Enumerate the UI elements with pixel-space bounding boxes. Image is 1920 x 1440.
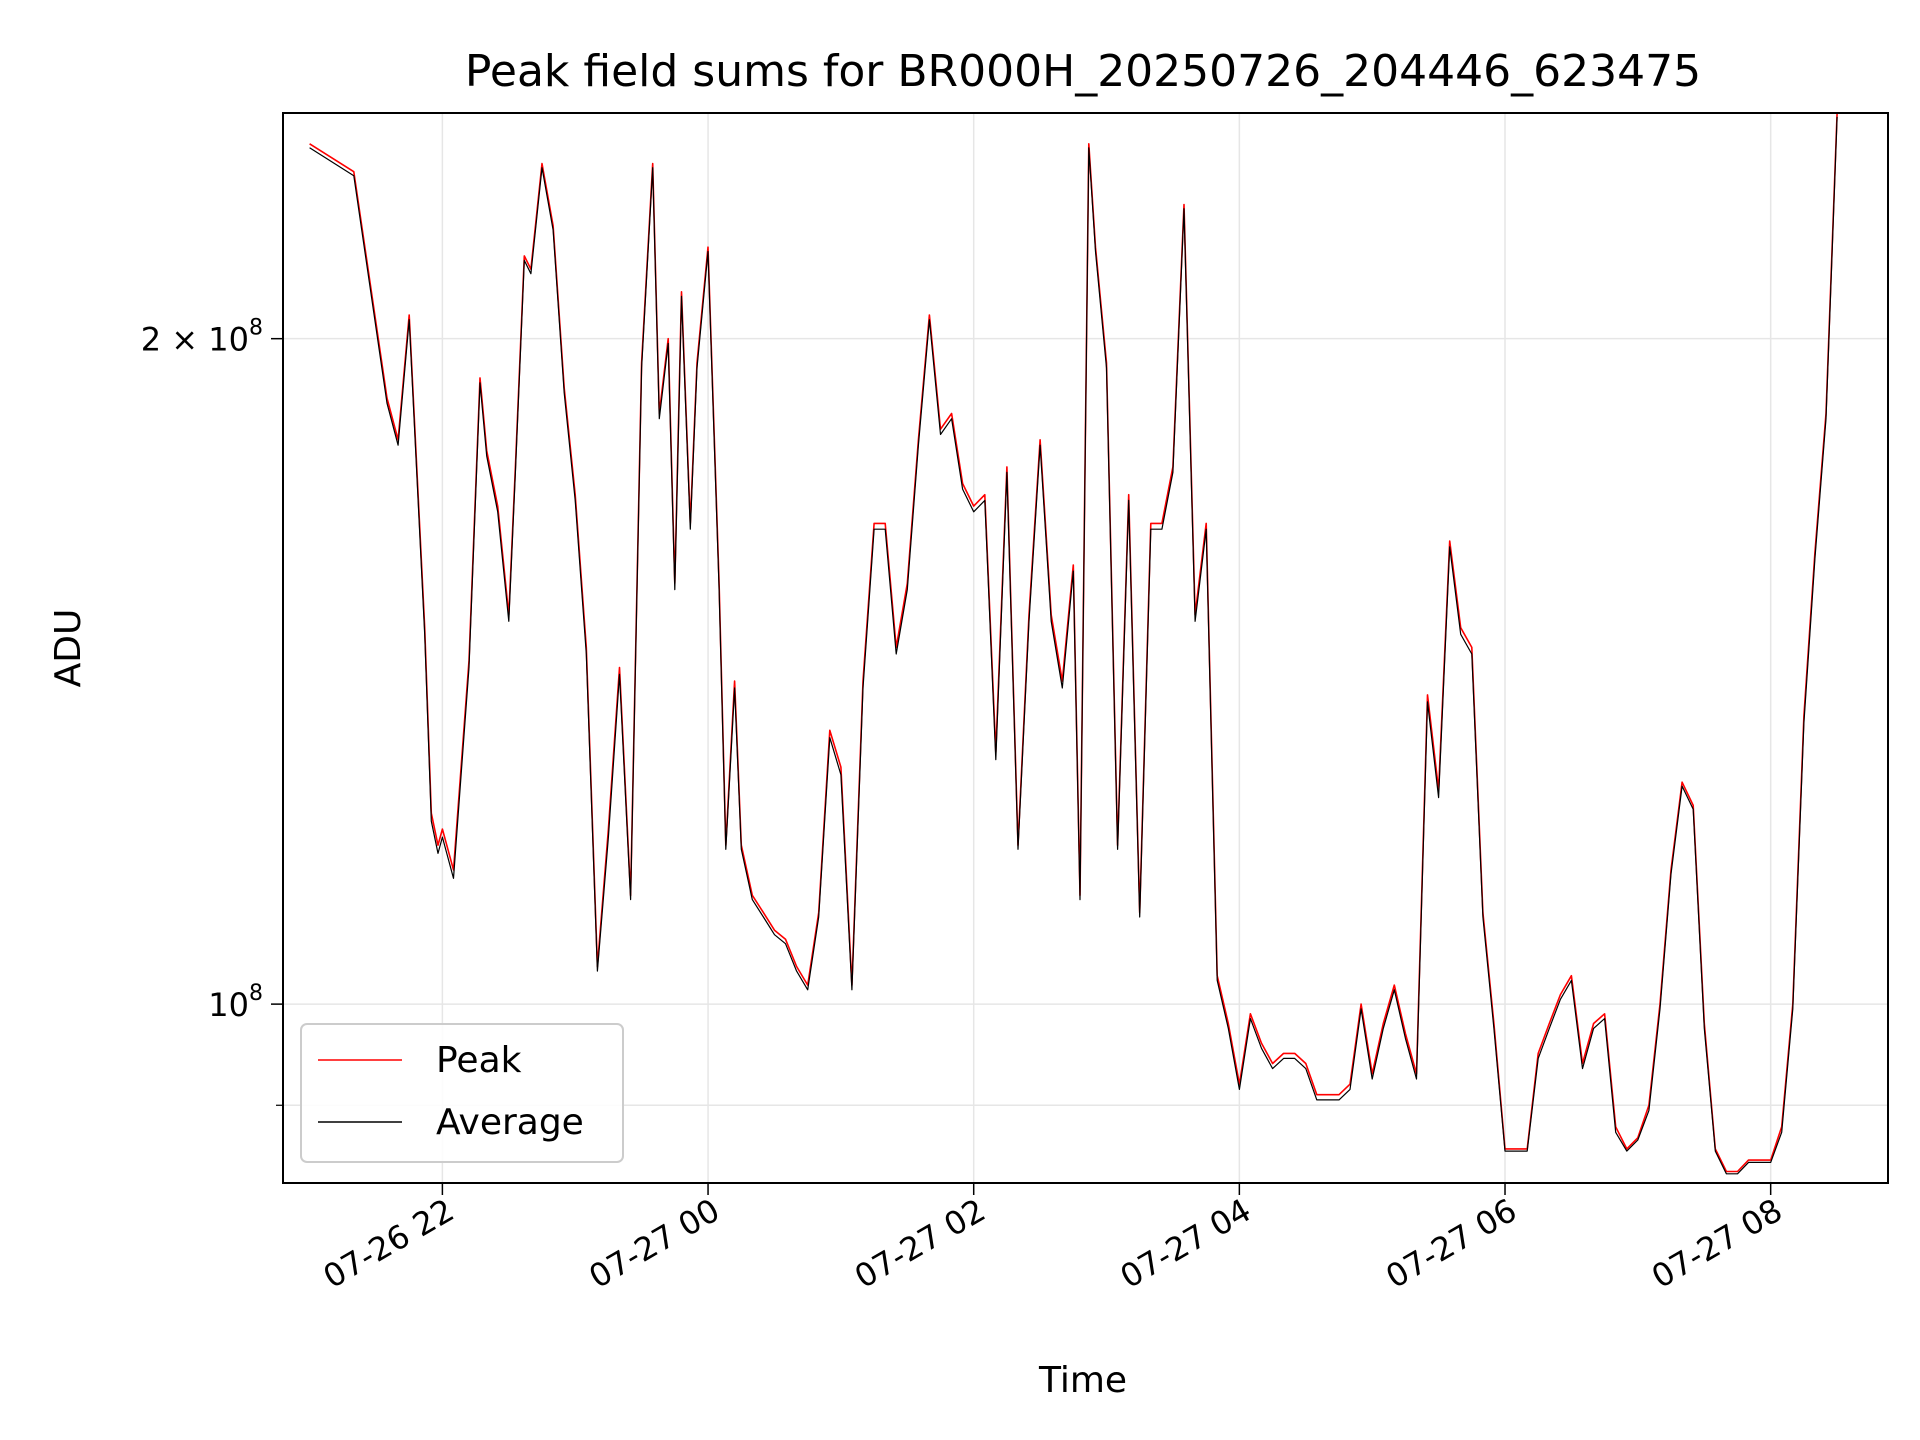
series-layer [309,112,1838,1175]
y-tick-label: 108 [208,981,263,1024]
legend-label-peak: Peak [436,1040,522,1081]
plot-frame [282,112,1889,1184]
legend-label-average: Average [436,1102,584,1143]
x-axis-label: Time [1038,1360,1127,1401]
y-axis: 108 2 × 108 [141,316,283,1106]
y-axis-label: ADU [48,609,89,688]
series-line-average [309,116,1838,1175]
chart-title: Peak field sums for BR000H_20250726_2044… [465,46,1701,97]
legend-frame [300,1023,624,1163]
y-tick-label: 2 × 108 [141,316,263,359]
legend: Peak Average [300,1023,624,1163]
